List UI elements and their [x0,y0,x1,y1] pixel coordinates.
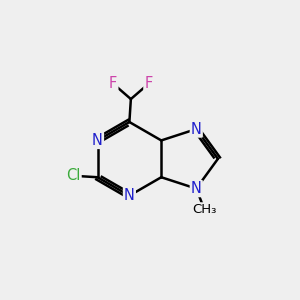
Text: N: N [124,188,135,203]
Text: N: N [92,133,103,148]
Text: F: F [109,76,117,91]
Text: Cl: Cl [66,168,81,183]
Text: F: F [144,76,153,91]
Text: N: N [191,122,202,136]
Text: N: N [191,181,202,196]
Text: CH₃: CH₃ [192,203,217,216]
